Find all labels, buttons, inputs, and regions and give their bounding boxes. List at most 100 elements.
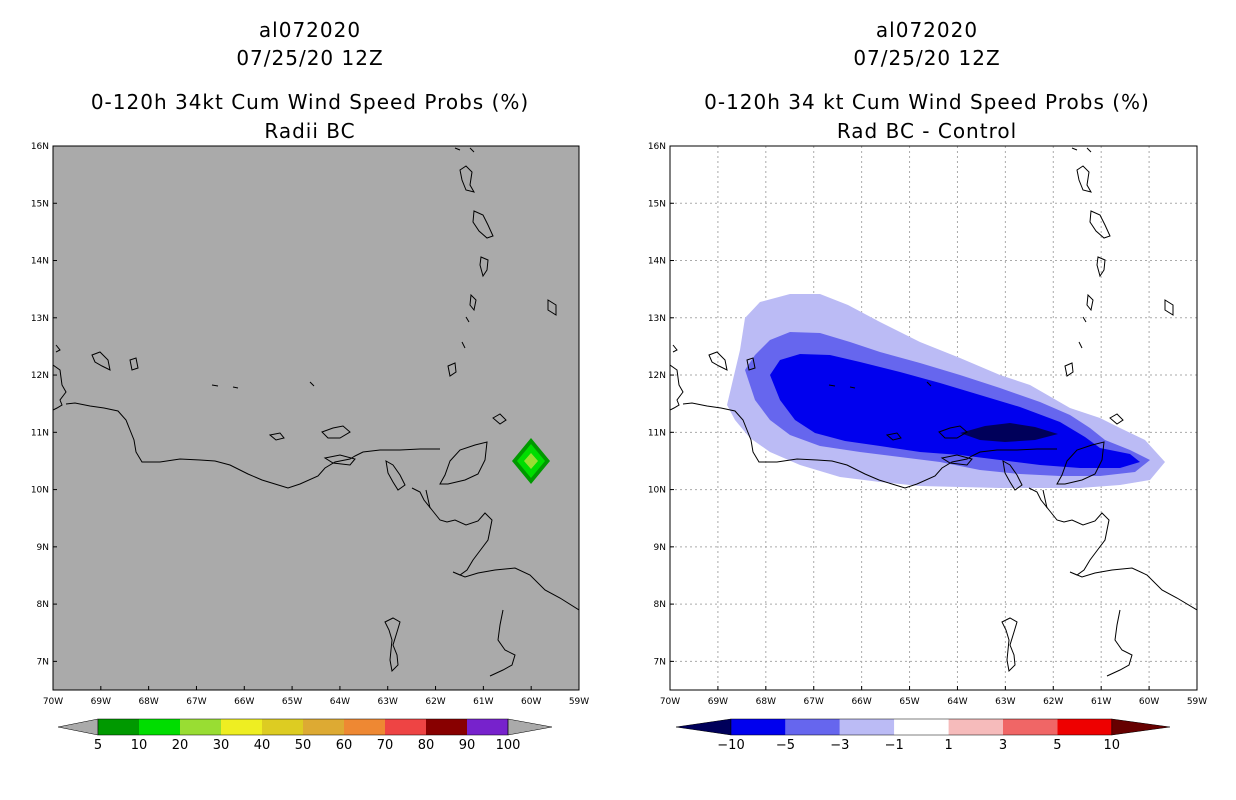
left-coastlines	[53, 147, 579, 677]
left-y-tick-label: 16N	[31, 142, 49, 152]
right-y-tick-label: 13N	[648, 314, 666, 324]
right-coastlines	[670, 147, 1197, 677]
right-colorbar-label: −3	[830, 738, 849, 753]
right-y-tick-label: 11N	[648, 428, 666, 438]
right-colorbar: −10 −5 −3 −1 1 3 5 10	[675, 718, 1171, 753]
left-colorbar-label: 60	[336, 738, 353, 753]
left-colorbar-label: 5	[94, 738, 102, 753]
right-x-tick-label: 62W	[1043, 697, 1063, 707]
left-chart-subtitle: Radii BC	[264, 119, 356, 143]
right-colorbar-swatch	[785, 719, 840, 735]
left-datetime: 07/25/20 12Z	[236, 46, 384, 70]
right-y-tick-label: 8N	[654, 600, 666, 610]
left-axis-ticks: 70W 69W 68W 67W 66W 65W 64W 63W 62W 61W 60W 59W 7N 8N…	[31, 142, 589, 707]
left-colorbar-swatch	[426, 719, 467, 735]
left-x-tick-label: 65W	[282, 697, 302, 707]
left-probability-feature	[512, 438, 550, 484]
left-colorbar-swatch	[344, 719, 385, 735]
right-colorbar-swatch	[948, 719, 1003, 735]
diff-contour-minus10	[960, 423, 1058, 442]
left-x-tick-label: 64W	[330, 697, 350, 707]
right-y-tick-label: 7N	[654, 657, 666, 667]
left-y-tick-label: 15N	[31, 199, 49, 209]
left-y-tick-label: 8N	[37, 600, 49, 610]
left-x-tick-label: 61W	[473, 697, 493, 707]
left-x-tick-label: 60W	[521, 697, 541, 707]
left-colorbar-label: 10	[131, 738, 148, 753]
right-colorbar-swatch	[1003, 719, 1058, 735]
left-colorbar-high-arrow	[507, 718, 553, 736]
right-colorbar-swatch	[894, 719, 949, 735]
left-y-tick-label: 13N	[31, 314, 49, 324]
left-colorbar-low-arrow	[57, 718, 99, 736]
right-difference-field	[727, 294, 1165, 488]
left-colorbar-swatch	[98, 719, 139, 735]
left-colorbar-label: 90	[459, 738, 476, 753]
right-colorbar-label: −10	[717, 738, 744, 753]
left-x-tick-label: 67W	[186, 697, 206, 707]
right-y-tick-label: 10N	[648, 486, 666, 496]
left-colorbar-label: 20	[172, 738, 189, 753]
right-y-tick-label: 9N	[654, 543, 666, 553]
right-x-tick-label: 64W	[947, 697, 967, 707]
right-x-tick-label: 66W	[851, 697, 871, 707]
left-x-tick-label: 63W	[378, 697, 398, 707]
right-colorbar-label: 5	[1053, 738, 1061, 753]
left-colorbar-swatch	[139, 719, 180, 735]
right-colorbar-swatch	[731, 719, 786, 735]
left-colorbar-swatch	[180, 719, 221, 735]
right-chart-subtitle: Rad BC - Control	[836, 119, 1018, 143]
right-x-tick-label: 69W	[708, 697, 728, 707]
right-y-tick-label: 15N	[648, 199, 666, 209]
right-x-tick-label: 59W	[1187, 697, 1207, 707]
left-colorbar-label: 40	[254, 738, 271, 753]
right-colorbar-low-arrow	[675, 718, 732, 736]
left-storm-id: al072020	[258, 18, 362, 42]
right-y-tick-label: 14N	[648, 257, 666, 267]
left-x-tick-label: 68W	[138, 697, 158, 707]
right-colorbar-high-arrow	[1111, 718, 1171, 736]
left-x-tick-label: 59W	[569, 697, 589, 707]
left-colorbar-swatch	[262, 719, 303, 735]
right-x-tick-label: 68W	[756, 697, 776, 707]
left-colorbar-swatch	[467, 719, 508, 735]
left-y-tick-label: 14N	[31, 257, 49, 267]
right-x-tick-label: 61W	[1091, 697, 1111, 707]
left-colorbar-swatch	[303, 719, 344, 735]
left-x-tick-label: 69W	[91, 697, 111, 707]
right-x-tick-label: 60W	[1139, 697, 1159, 707]
right-colorbar-label: −1	[885, 738, 904, 753]
right-frame	[669, 145, 1198, 691]
left-y-tick-label: 11N	[31, 428, 49, 438]
left-colorbar-label: 50	[295, 738, 312, 753]
left-y-tick-label: 7N	[37, 657, 49, 667]
right-colorbar-label: 3	[999, 738, 1007, 753]
left-x-tick-label: 62W	[425, 697, 445, 707]
right-datetime: 07/25/20 12Z	[853, 46, 1001, 70]
left-y-tick-label: 9N	[37, 543, 49, 553]
diff-contour-minus5	[770, 354, 1140, 468]
left-colorbar-label: 100	[496, 738, 521, 753]
left-x-tick-label: 70W	[43, 697, 63, 707]
right-x-tick-label: 70W	[660, 697, 680, 707]
left-frame	[52, 145, 580, 691]
left-colorbar-label: 70	[377, 738, 394, 753]
left-y-tick-label: 12N	[31, 371, 49, 381]
right-y-tick-label: 16N	[648, 142, 666, 152]
left-y-tick-label: 10N	[31, 486, 49, 496]
right-x-tick-label: 63W	[995, 697, 1015, 707]
right-x-tick-label: 67W	[804, 697, 824, 707]
left-colorbar-label: 30	[213, 738, 230, 753]
left-colorbar-label: 80	[418, 738, 435, 753]
left-x-tick-label: 66W	[234, 697, 254, 707]
right-colorbar-label: 10	[1104, 738, 1121, 753]
right-panel: 70W 69W 68W 67W 66W 65W 64W 63W 62W 61W 60W 59W 7N 8N…	[648, 142, 1207, 753]
left-colorbar-border	[97, 718, 509, 736]
left-colorbar-swatch	[221, 719, 262, 735]
right-colorbar-label: −5	[776, 738, 795, 753]
left-map-background	[53, 146, 579, 690]
left-colorbar: 5 10 20 30 40 50 60 70 80 90 100	[57, 718, 553, 753]
right-storm-id: al072020	[875, 18, 979, 42]
right-colorbar-border	[730, 718, 1113, 736]
